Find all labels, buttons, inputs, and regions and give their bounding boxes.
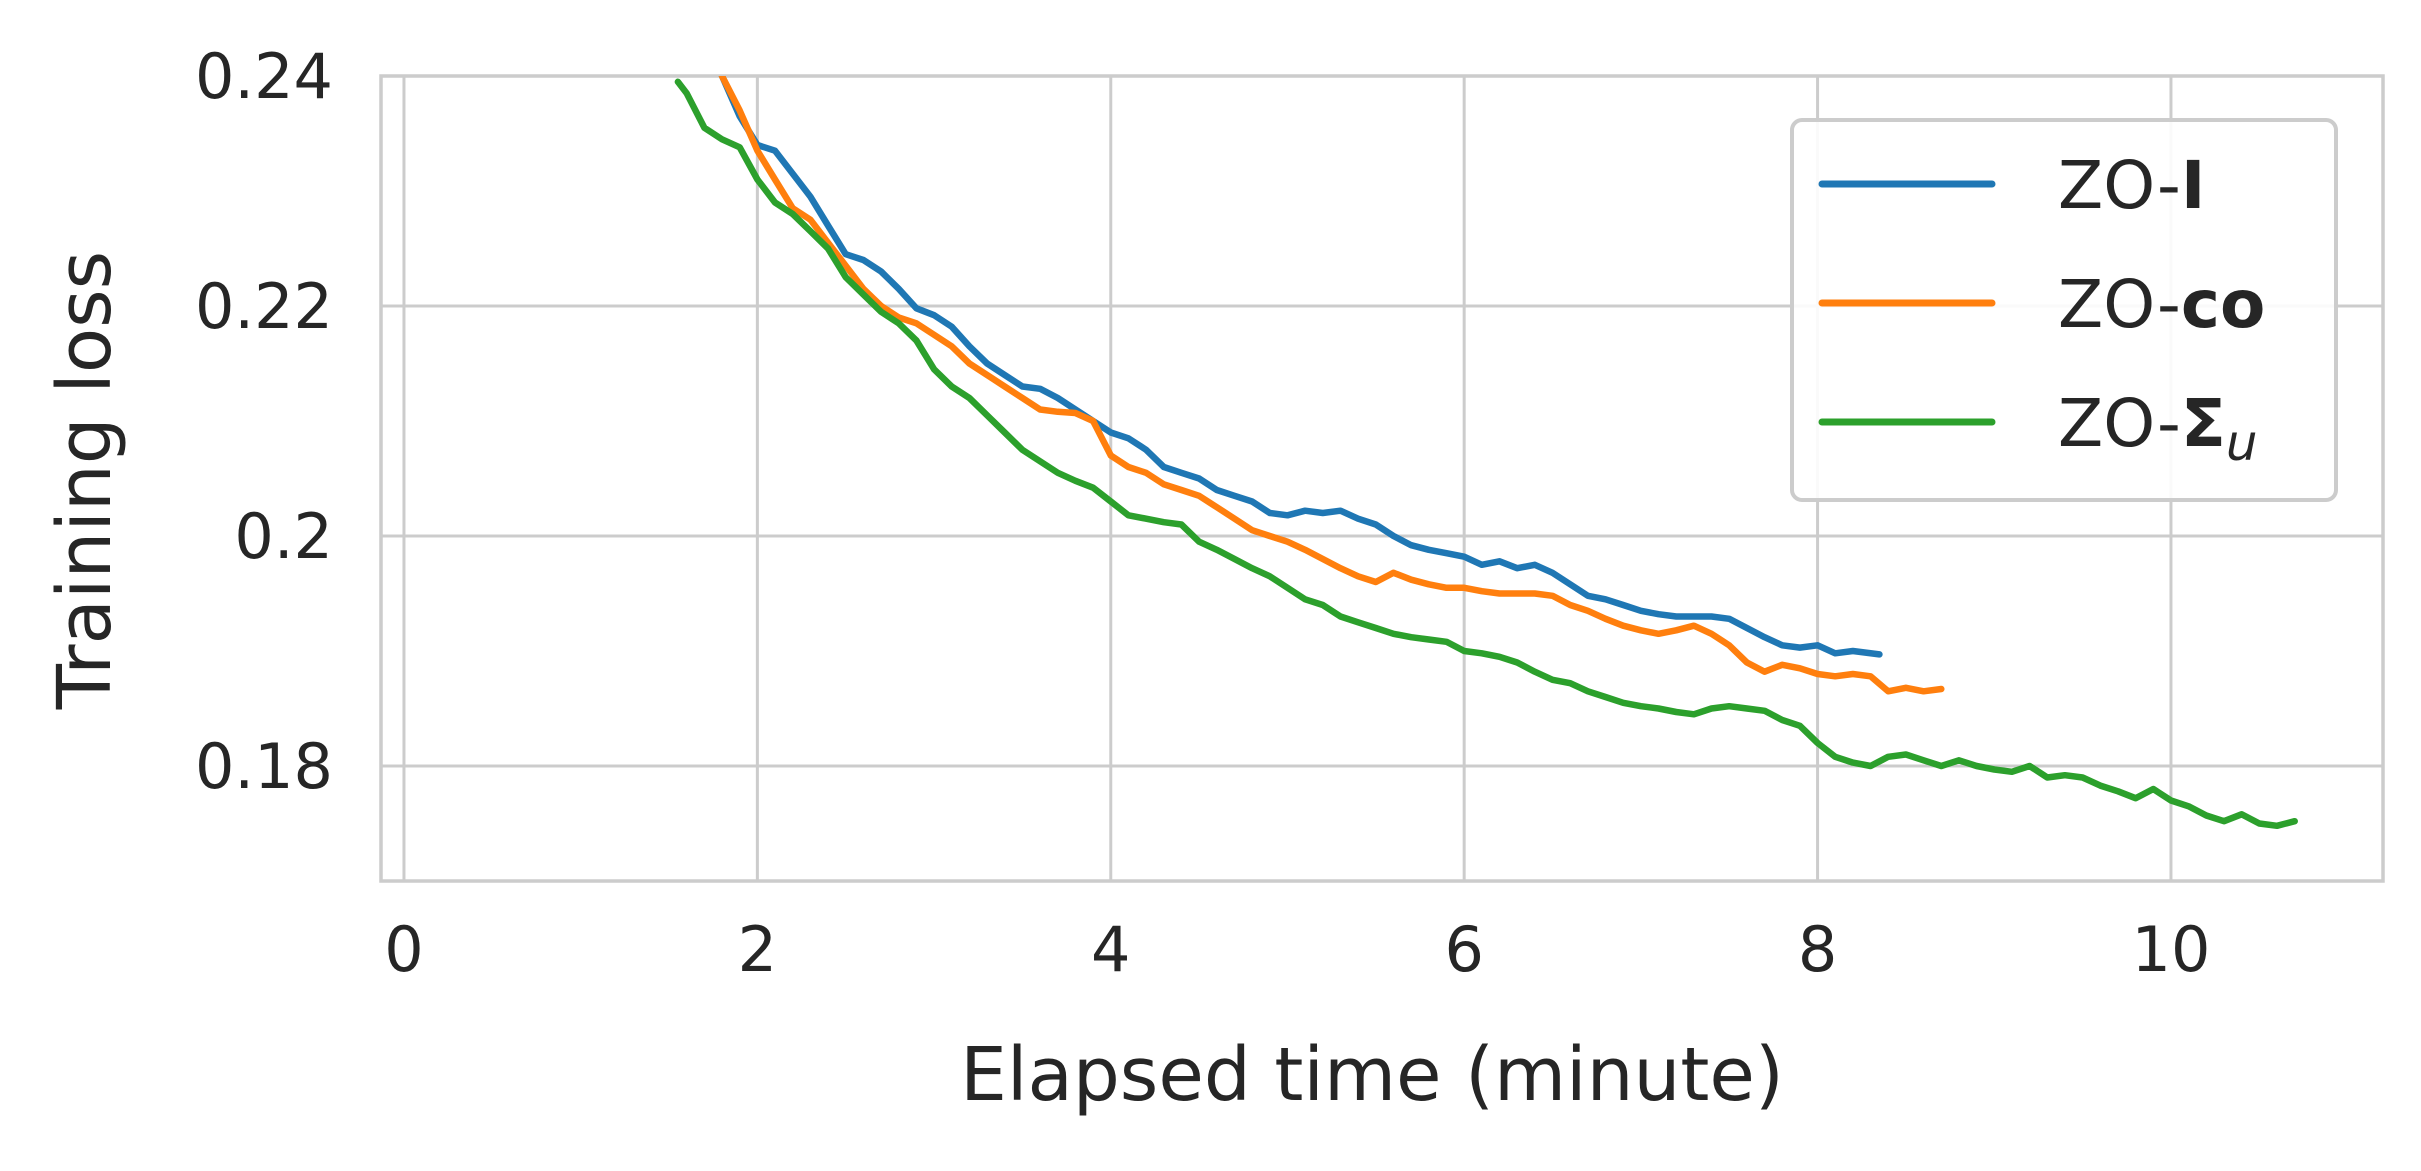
plot-frame <box>379 74 2385 883</box>
y-tick-label: 0.22 <box>195 270 333 343</box>
legend-entries: ZO-I ZO-co ZO-Σu <box>1818 147 2265 472</box>
y-tick-label: 0.2 <box>234 500 333 573</box>
x-tick-label: 10 <box>2132 913 2211 986</box>
x-tick-label: 4 <box>1091 913 1130 986</box>
y-tick-labels: 0.18 0.2 0.22 0.24 <box>195 40 333 803</box>
legend-label: ZO-Σu <box>2058 385 2258 472</box>
legend-label: ZO-co <box>2058 266 2265 343</box>
legend: ZO-I ZO-co ZO-Σu <box>1790 118 2338 502</box>
x-axis-label: Elapsed time (minute) <box>960 1032 1784 1118</box>
legend-label: ZO-I <box>2058 147 2205 224</box>
legend-box <box>1790 118 2338 502</box>
x-tick-labels: 0 2 4 6 8 10 <box>384 913 2210 986</box>
y-axis-label: Training loss <box>42 251 128 710</box>
x-tick-label: 8 <box>1798 913 1837 986</box>
x-tick-label: 2 <box>738 913 777 986</box>
series-line <box>718 76 1883 658</box>
x-tick-label: 6 <box>1444 913 1483 986</box>
series-line <box>718 76 1945 695</box>
x-tick-label: 0 <box>384 913 423 986</box>
y-tick-label: 0.18 <box>195 730 333 803</box>
series-lines <box>674 76 2298 830</box>
y-tick-label: 0.24 <box>195 40 333 113</box>
series-line <box>674 78 2298 830</box>
